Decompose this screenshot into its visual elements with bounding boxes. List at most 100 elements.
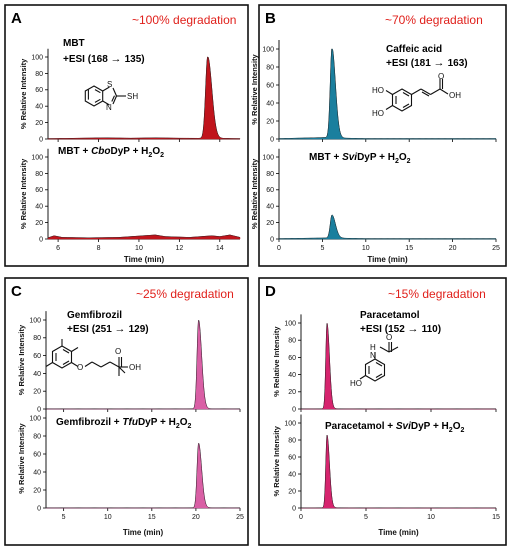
caffeic-acid-structure [385, 79, 449, 112]
y-axis-label: % Relative Intensity [272, 425, 281, 496]
y-tick-label: 40 [288, 372, 296, 379]
y-tick-label: 40 [266, 100, 274, 107]
degradation-label: ~15% degradation [388, 287, 486, 301]
y-tick-label: 60 [33, 451, 41, 458]
y-tick-label: 80 [33, 335, 41, 342]
x-tick-label: 15 [148, 514, 156, 521]
y-tick-label: 60 [35, 187, 43, 194]
chromatogram-trace [46, 319, 240, 409]
esi-transition: +ESI (152 → 110) [360, 323, 441, 335]
y-tick-label: 60 [266, 187, 274, 194]
y-tick-label: 60 [33, 353, 41, 360]
esi-transition: +ESI (251 → 129) [67, 323, 149, 335]
degradation-label: ~100% degradation [132, 13, 236, 27]
y-axis-label: % Relative Intensity [17, 324, 26, 395]
top-chromatogram: 0 20 40 60 80 100% Relative Intensity [250, 40, 497, 143]
x-tick-label: 15 [405, 245, 413, 252]
chromatogram-peak [300, 323, 497, 410]
y-tick-label: 100 [29, 317, 41, 324]
condition-label: Paracetamol + SviDyP + H2O2 [325, 421, 464, 434]
mbt-sh-group: SH [127, 92, 138, 101]
y-tick-label: 40 [33, 469, 41, 476]
x-tick-label: 0 [299, 514, 303, 521]
compound-name: MBT [63, 38, 85, 49]
bottom-chromatogram: 0 20 40 60 80 100 0 5 10 15 % Relative Intensity [272, 414, 500, 521]
chromatogram-peak [300, 435, 497, 509]
x-tick-label: 6 [56, 245, 60, 252]
y-tick-label: 100 [284, 420, 296, 427]
x-tick-label: 5 [364, 514, 368, 521]
gemfibrozil-oh-atom: OH [129, 363, 141, 372]
condition-label: MBT + CboDyP + H2O2 [58, 146, 164, 159]
top-chromatogram: 0 20 40 60 80 100% Relative Intensity [272, 314, 497, 413]
y-tick-label: 0 [270, 236, 274, 243]
top-chromatogram: 0 20 40 60 80 100% Relative Intensity [19, 48, 241, 143]
x-tick-label: 0 [277, 245, 281, 252]
y-tick-label: 100 [31, 54, 43, 61]
y-tick-label: 80 [266, 171, 274, 178]
y-tick-label: 40 [35, 204, 43, 211]
esi-transition: +ESI (181 → 163) [386, 57, 468, 69]
panel-frame [258, 277, 507, 546]
x-tick-label: 20 [449, 245, 457, 252]
compound-name: Gemfibrozil [67, 310, 122, 321]
panel-d: D ~15% degradation Paracetamol +ESI (152 → … [258, 277, 507, 546]
y-tick-label: 80 [35, 71, 43, 78]
y-tick-label: 0 [39, 236, 43, 243]
y-axis-label: % Relative Intensity [17, 422, 26, 493]
chromatogram-peak [47, 56, 241, 140]
y-tick-label: 20 [288, 488, 296, 495]
panel-c: C ~25% degradation Gemfibrozil +ESI (251 → … [4, 277, 249, 546]
panel-letter: A [11, 10, 22, 27]
panel-frame [4, 277, 249, 546]
x-tick-label: 10 [427, 514, 435, 521]
panel-frame [258, 4, 507, 267]
y-tick-label: 100 [284, 320, 296, 327]
y-tick-label: 0 [37, 505, 41, 512]
x-axis-label: Time (min) [367, 255, 408, 264]
compound-name: Caffeic acid [386, 44, 442, 55]
condition-label: Gemfibrozil + TfuDyP + H2O2 [56, 417, 192, 430]
esi-transition: +ESI (168 → 135) [63, 53, 145, 65]
y-tick-label: 0 [270, 136, 274, 143]
y-tick-label: 40 [35, 104, 43, 111]
caffeic-acid-oh-atom: OH [449, 91, 461, 100]
y-tick-label: 40 [33, 371, 41, 378]
y-tick-label: 100 [31, 154, 43, 161]
y-tick-label: 40 [266, 204, 274, 211]
x-tick-label: 10 [362, 245, 370, 252]
panel-letter: C [11, 283, 22, 300]
panel-letter: D [265, 283, 276, 300]
chromatogram-trace [278, 214, 496, 239]
x-axis-label: Time (min) [124, 255, 165, 264]
y-tick-label: 0 [292, 406, 296, 413]
x-tick-label: 10 [104, 514, 112, 521]
paracetamol-structure [359, 342, 399, 382]
y-tick-label: 40 [288, 471, 296, 478]
x-axis-label: Time (min) [123, 528, 164, 537]
y-tick-label: 20 [35, 220, 43, 227]
caffeic-oh-atom-2: HO [372, 109, 384, 118]
y-axis-label: % Relative Intensity [250, 158, 259, 229]
degradation-label: ~70% degradation [385, 13, 483, 27]
y-tick-label: 0 [39, 136, 43, 143]
mbt-s-atom: S [107, 80, 112, 89]
x-tick-label: 10 [135, 245, 143, 252]
panel-letter: B [265, 10, 276, 27]
chromatogram-trace [47, 234, 241, 239]
panel-b: B ~70% degradation Caffeic acid +ESI (181 →… [250, 4, 507, 267]
y-tick-label: 80 [266, 64, 274, 71]
y-axis-label: % Relative Intensity [19, 158, 28, 229]
x-tick-label: 8 [97, 245, 101, 252]
y-tick-label: 60 [35, 87, 43, 94]
x-tick-label: 5 [320, 245, 324, 252]
top-chromatogram: 0 20 40 60 80 100% Relative Intensity [17, 311, 241, 413]
y-tick-label: 60 [266, 82, 274, 89]
x-tick-label: 25 [492, 245, 500, 252]
y-tick-label: 60 [288, 454, 296, 461]
x-tick-label: 5 [62, 514, 66, 521]
x-tick-label: 15 [492, 514, 500, 521]
y-tick-label: 20 [266, 118, 274, 125]
x-axis-label: Time (min) [378, 528, 419, 537]
